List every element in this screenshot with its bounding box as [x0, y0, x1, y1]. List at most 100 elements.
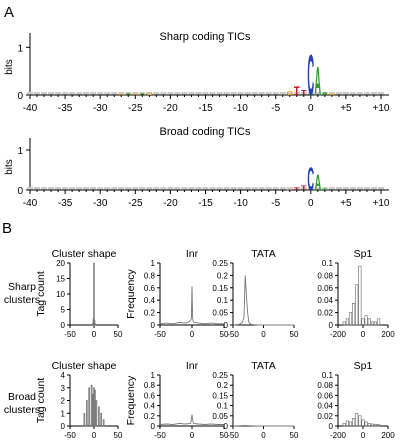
logo-bg-mark — [328, 187, 335, 190]
logo-bg-mark — [167, 187, 174, 190]
mini-bar — [370, 321, 374, 326]
logo-bg-mark — [111, 187, 118, 190]
col-title-top: Inr — [186, 248, 199, 260]
logo-letter-A: A — [321, 189, 328, 191]
mini-bar — [361, 318, 365, 326]
mini-bar — [352, 418, 356, 427]
mini-xtick-label: 0 — [190, 431, 195, 440]
logo-letter-G: G — [146, 92, 154, 96]
logo-bg-mark — [293, 92, 300, 95]
mini-xtick-label: 0 — [261, 431, 266, 440]
logo-letter-G: G — [132, 94, 139, 96]
logo-bg-mark — [265, 92, 272, 95]
logo-bg-mark — [97, 92, 104, 95]
logo-bg-mark — [153, 187, 160, 190]
logo-letter-G: G — [286, 90, 293, 97]
logo-bg-mark — [356, 187, 363, 190]
mini-ytick-label: 15 — [56, 275, 65, 284]
mini-bar — [86, 400, 88, 427]
logo-bg-mark — [258, 92, 265, 95]
logo-bg-mark — [286, 187, 293, 190]
mini-ytick-label: 0.15 — [212, 391, 228, 400]
logo-bg-mark — [216, 92, 223, 95]
logo-bg-mark — [349, 187, 356, 190]
mini-ytick-label: 0.06 — [317, 284, 333, 293]
logo-bg-mark — [279, 187, 286, 190]
mini-xtick-label: -200 — [330, 431, 347, 440]
logo-bg-mark — [251, 92, 258, 95]
mini-xtick-label: 0 — [190, 330, 195, 339]
logo-letter-A: A — [139, 93, 146, 95]
logo-letter-G: G — [286, 189, 293, 190]
mini-bar — [94, 323, 96, 326]
mini-ytick-label: 0 — [61, 422, 66, 431]
mini-xtick-label: -50 — [227, 431, 239, 440]
row-label-line2: clusters — [4, 404, 40, 416]
mini-ytick-label: 0.04 — [317, 402, 333, 411]
logo-xtick-label: +5 — [340, 103, 352, 114]
mini-xtick-label: 50 — [114, 330, 123, 339]
logo-bg-mark — [328, 92, 335, 95]
logo-ylabel: bits — [4, 159, 15, 175]
mini-xtick-label: 0 — [261, 330, 266, 339]
mini-xtick-label: -50 — [64, 431, 76, 440]
logo-bg-mark — [209, 92, 216, 95]
mini-ytick-label: 0.8 — [144, 271, 156, 280]
col-title-bottom: TATA — [251, 360, 276, 372]
mini-bar — [355, 412, 359, 427]
mini-series-line — [232, 275, 294, 326]
mini-ytick-label: 0 — [329, 422, 334, 431]
mini-ytick-label: 0.1 — [217, 402, 229, 411]
mini-bar — [370, 423, 374, 427]
logo-bg-mark — [48, 92, 55, 95]
mini-xtick-label: -50 — [227, 330, 239, 339]
mini-ytick-label: 1 — [61, 409, 66, 418]
mini-ytick-label: 1 — [151, 371, 156, 380]
mini-bar — [88, 387, 90, 427]
mini-bar — [342, 423, 346, 427]
logo-letter-C: C — [307, 161, 314, 196]
logo-bg-mark — [41, 187, 48, 190]
mini-ytick-label: 0.4 — [144, 402, 156, 411]
mini-ytick-label: 2 — [61, 397, 66, 406]
logo-bg-mark — [55, 92, 62, 95]
logo-bg-mark — [244, 92, 251, 95]
logo-ytick-label: 0 — [17, 186, 23, 197]
mini-bar — [352, 302, 356, 326]
mini-xtick-label: 0 — [92, 330, 97, 339]
mini-ylabel: Frequency — [125, 268, 137, 318]
col-title-top: TATA — [251, 248, 276, 260]
logo-bg-mark — [307, 187, 314, 190]
logo-bg-mark — [272, 92, 279, 95]
col-title-bottom: Sp1 — [354, 360, 373, 372]
logo-letter-T: T — [301, 185, 307, 192]
mini-xtick-label: 0 — [361, 330, 366, 339]
mini-ytick-label: 0.4 — [144, 296, 156, 305]
logo-bg-mark — [258, 187, 265, 190]
logo-letter-A: A — [314, 59, 321, 104]
logo-bg-mark — [160, 187, 167, 190]
row-label-line1: Sharp — [8, 281, 36, 293]
mini-ytick-label: 0.04 — [317, 296, 333, 305]
mini-bar — [361, 419, 365, 427]
logo-xtick-label: -20 — [163, 103, 178, 114]
mini-ytick-label: 0.06 — [317, 391, 333, 400]
logo-ytick-label: 1 — [17, 146, 23, 157]
logo-xtick-label: -40 — [23, 198, 38, 209]
mini-bar — [102, 419, 105, 427]
mini-ytick-label: 0.02 — [317, 309, 333, 318]
logo-bg-mark — [132, 187, 139, 190]
mini-ytick-label: 0.15 — [212, 284, 228, 293]
logo-xtick-label: -40 — [23, 103, 38, 114]
logo-xtick-label: -10 — [233, 103, 248, 114]
logo-xtick-label: -25 — [128, 103, 143, 114]
mini-bar — [98, 406, 100, 427]
mini-bar — [342, 321, 346, 326]
mini-bar — [345, 420, 349, 427]
logo-bg-mark — [55, 187, 62, 190]
